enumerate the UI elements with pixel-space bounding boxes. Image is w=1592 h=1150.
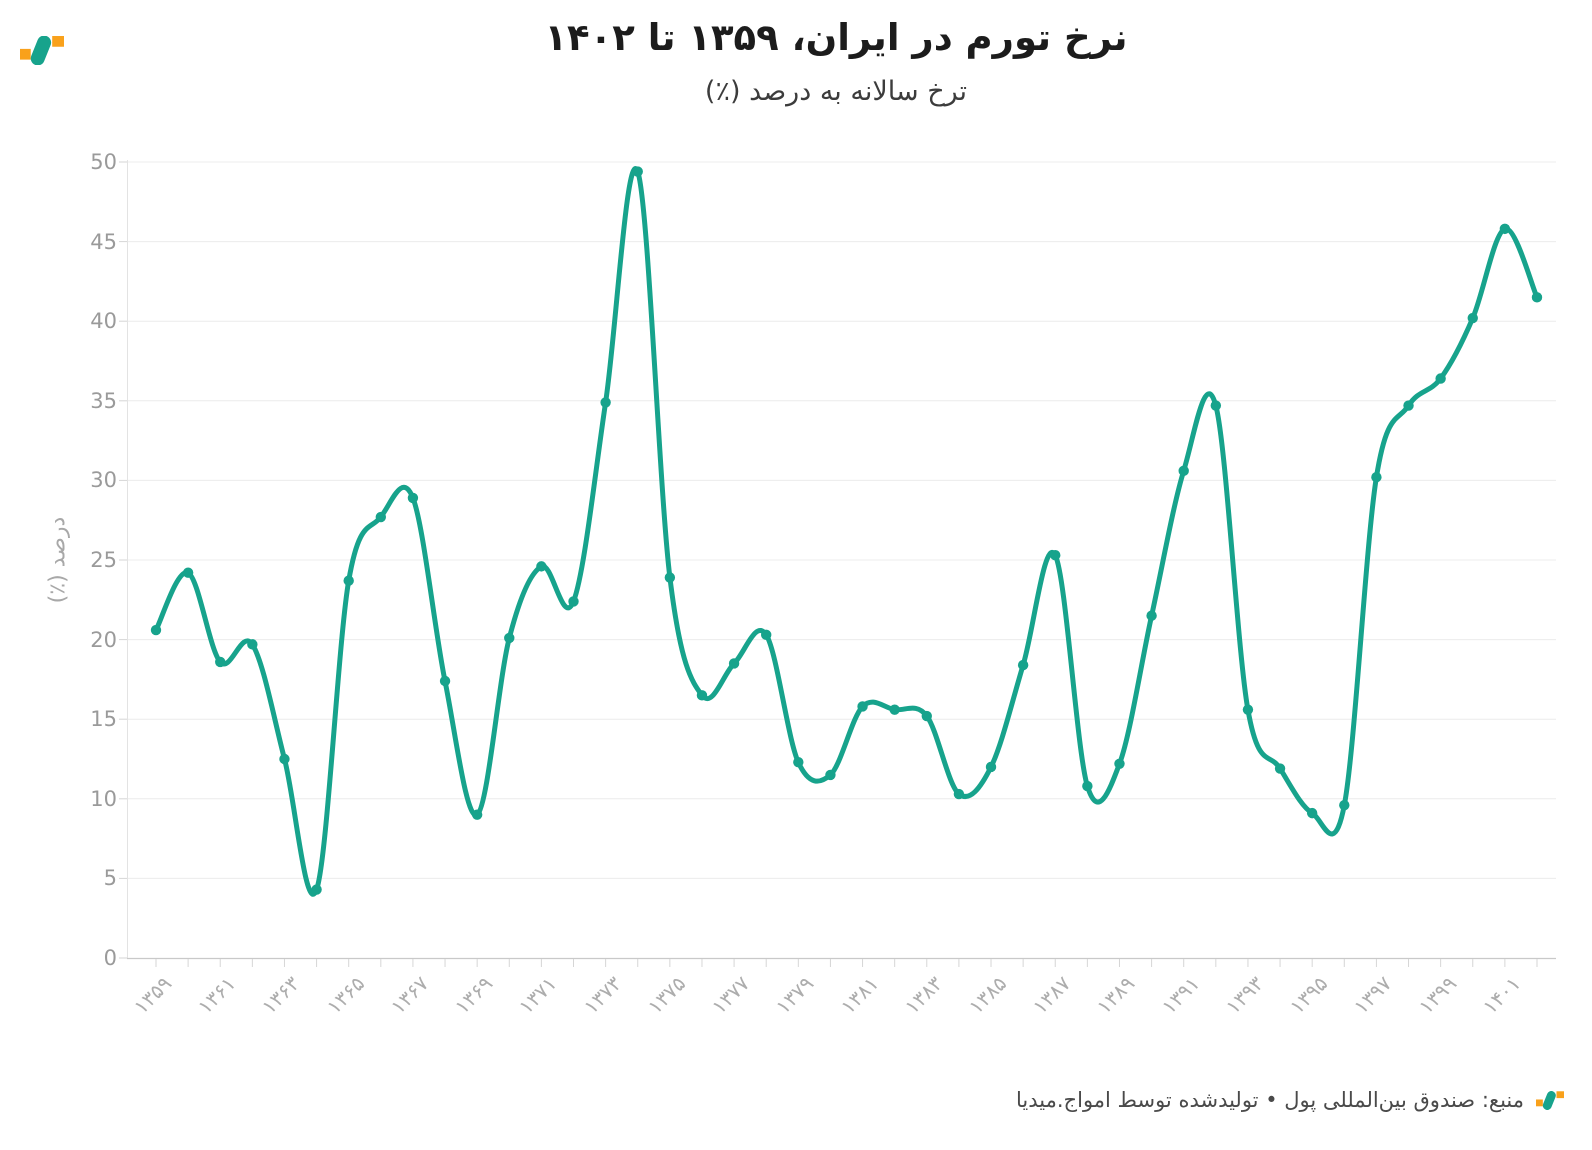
inflation-line [153, 166, 1540, 897]
data-point [407, 492, 419, 504]
data-point [664, 572, 676, 583]
data-point [439, 675, 451, 687]
data-point [1531, 292, 1543, 303]
data-point [311, 884, 322, 895]
logo-orange-square-right [52, 36, 64, 47]
data-point [985, 761, 997, 773]
data-point [728, 658, 740, 669]
data-point [921, 710, 932, 722]
data-point [1242, 704, 1254, 715]
source-text: منبع: صندوق بین‌المللی پول • تولیدشده تو… [1016, 1088, 1524, 1112]
data-point [1306, 807, 1318, 819]
data-point [1017, 659, 1029, 671]
data-point [568, 596, 579, 607]
data-point [536, 561, 547, 572]
data-point [600, 397, 611, 408]
data-point [1339, 799, 1350, 811]
logo-teal-wave [30, 36, 52, 65]
data-point [1274, 763, 1286, 774]
source-footer: منبع: صندوق بین‌المللی پول • تولیدشده تو… [1016, 1088, 1564, 1112]
amwaj-footer-logo-icon [1536, 1090, 1564, 1110]
data-point [1082, 780, 1093, 792]
logo-orange-square-left [1536, 1098, 1543, 1106]
data-point [1114, 758, 1125, 769]
data-point [182, 567, 194, 578]
data-point [215, 656, 226, 668]
data-point [696, 690, 708, 701]
data-point [1467, 312, 1478, 324]
data-point [889, 704, 900, 715]
data-point [825, 769, 836, 781]
data-point [279, 753, 290, 765]
data-point [343, 575, 354, 586]
data-point [150, 624, 162, 636]
data-point [632, 166, 643, 177]
amwaj-logo-icon [20, 36, 64, 65]
data-point [857, 701, 868, 712]
data-point [1371, 472, 1382, 483]
data-point [1050, 550, 1061, 561]
chart-subtitle: ترخ سالانه به درصد (٪) [704, 76, 968, 107]
logo-orange-square-right [1556, 1090, 1564, 1098]
logo-orange-square-left [20, 48, 31, 60]
data-point [1403, 400, 1414, 411]
data-point [247, 639, 258, 650]
data-point [1499, 223, 1511, 235]
data-point [375, 511, 387, 523]
data-point [1178, 465, 1189, 477]
data-point [953, 788, 965, 800]
data-point [1146, 610, 1157, 621]
logo-teal-wave [1542, 1090, 1556, 1110]
data-point [1210, 400, 1222, 411]
data-point [1435, 373, 1446, 384]
data-point [761, 629, 772, 641]
chart-title: نرخ تورم در ایران، ۱۳۵۹ تا ۱۴۰۲ [544, 16, 1128, 59]
data-point [504, 632, 515, 644]
data-point [471, 809, 483, 820]
data-point [793, 756, 804, 768]
